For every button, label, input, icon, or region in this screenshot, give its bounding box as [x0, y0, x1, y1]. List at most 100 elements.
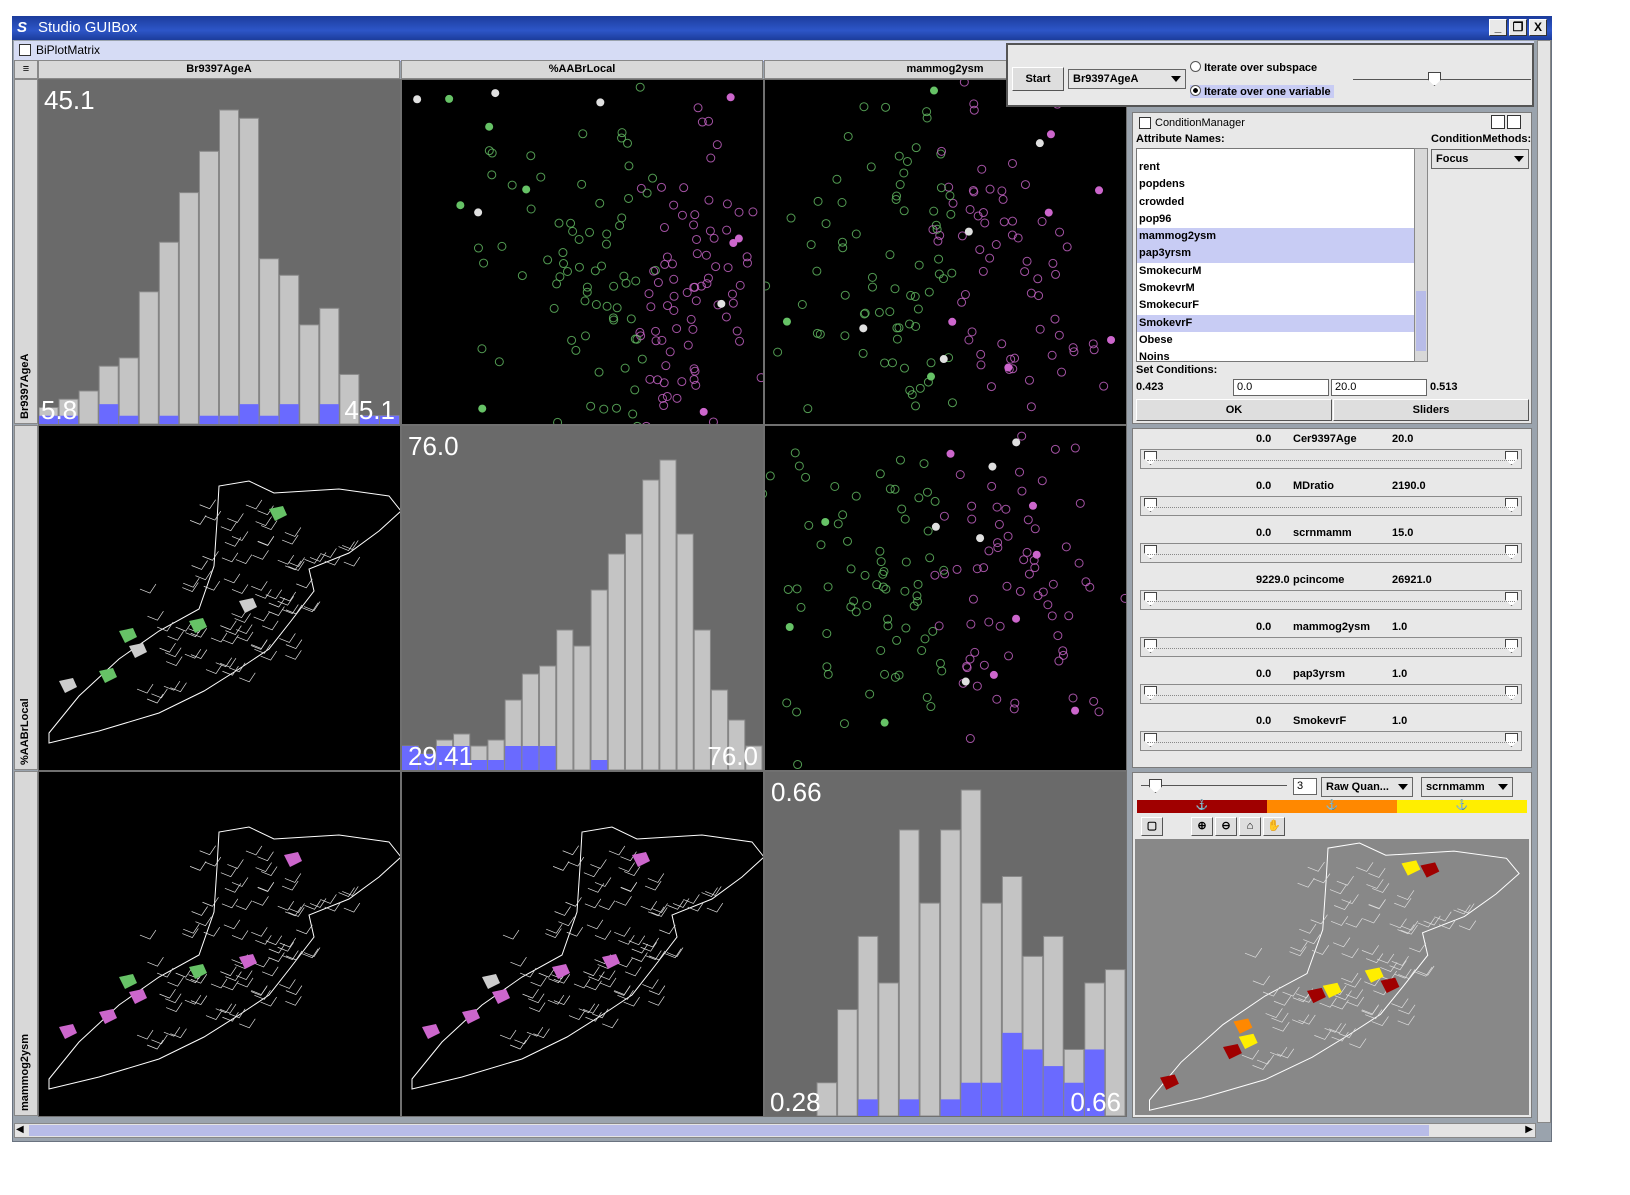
attribute-item[interactable]: pap3yrsm: [1137, 245, 1416, 263]
iterate-subspace-radio[interactable]: Iterate over subspace: [1190, 61, 1317, 74]
classes-slider-track[interactable]: [1141, 785, 1287, 786]
range-slider-scrnmamm[interactable]: 0.0 scrnmamm 15.0: [1138, 527, 1524, 573]
maximize-icon[interactable]: [1491, 115, 1505, 129]
county-border: [279, 591, 297, 602]
slider-low-thumb[interactable]: [1144, 639, 1157, 653]
histogram-cell-1[interactable]: 45.1 5.8 45.1: [38, 79, 401, 425]
scroll-left-icon[interactable]: ◀: [16, 1124, 24, 1135]
iterate-slider-thumb[interactable]: [1428, 72, 1441, 86]
highlighted-point: [1071, 706, 1080, 715]
matrix-menu-button[interactable]: ≡: [14, 60, 38, 79]
iterate-variable-select[interactable]: Br9397AgeA: [1068, 69, 1186, 89]
range-slider-SmokevrF[interactable]: 0.0 SmokevrF 1.0: [1138, 715, 1524, 761]
attribute-item[interactable]: SmokevrF: [1137, 314, 1416, 332]
slider-low-thumb[interactable]: [1144, 498, 1157, 512]
map-cell-3-1[interactable]: [38, 771, 401, 1117]
slider-high-thumb[interactable]: [1505, 686, 1518, 700]
data-point: [735, 280, 745, 290]
slider-track[interactable]: [1140, 449, 1522, 469]
histogram-cell-3[interactable]: 0.66 0.28 0.66: [764, 771, 1127, 1117]
scatter-cell-1-2[interactable]: [401, 79, 764, 425]
attribute-item[interactable]: SmokevrM: [1139, 282, 1195, 295]
slider-high-thumb[interactable]: [1505, 733, 1518, 747]
zoom-out-icon[interactable]: ⊖: [1215, 817, 1237, 836]
map-cell-2-1[interactable]: [38, 425, 401, 771]
slider-track[interactable]: [1140, 496, 1522, 516]
range-slider-pcincome[interactable]: 9229.0 pcincome 26921.0: [1138, 574, 1524, 620]
range-slider-pap3yrsm[interactable]: 0.0 pap3yrsm 1.0: [1138, 668, 1524, 714]
iterate-variable-radio[interactable]: Iterate over one variable: [1190, 85, 1334, 98]
range-slider-Cer9397Age[interactable]: 0.0 Cer9397Age 20.0: [1138, 433, 1524, 479]
restore-button[interactable]: ❐: [1509, 19, 1527, 36]
classification-method-select[interactable]: Raw Quan...: [1321, 777, 1413, 797]
col-header-2[interactable]: %AABrLocal: [401, 60, 763, 79]
map-cell-3-2[interactable]: [401, 771, 764, 1117]
slider-track[interactable]: [1140, 590, 1522, 610]
range-slider-MDratio[interactable]: 0.0 MDratio 2190.0: [1138, 480, 1524, 526]
row-header-3[interactable]: mammog2ysm: [14, 771, 38, 1116]
slider-low-thumb[interactable]: [1144, 592, 1157, 606]
attribute-scrollbar[interactable]: [1414, 148, 1428, 362]
county-border: [1361, 1005, 1379, 1016]
attribute-item[interactable]: SmokecurM: [1139, 264, 1202, 277]
condition-method-select[interactable]: Focus: [1431, 149, 1529, 169]
county-border: [1289, 946, 1307, 957]
h-scrollbar-thumb[interactable]: [29, 1125, 1429, 1136]
pan-hand-icon[interactable]: ✋: [1263, 817, 1285, 836]
col-header-1[interactable]: Br9397AgeA: [38, 60, 400, 79]
slider-high-thumb[interactable]: [1505, 545, 1518, 559]
attribute-item[interactable]: SmokecurF: [1139, 299, 1199, 312]
attribute-item[interactable]: popdens: [1139, 178, 1185, 191]
attribute-item[interactable]: Obese: [1139, 333, 1173, 346]
condition-input-high[interactable]: 20.0: [1331, 379, 1427, 396]
sliders-button[interactable]: Sliders: [1333, 399, 1529, 421]
slider-low-thumb[interactable]: [1144, 733, 1157, 747]
condition-input-low[interactable]: 0.0: [1233, 379, 1329, 396]
scatter-cell-1-3[interactable]: [764, 79, 1127, 425]
slider-high-thumb[interactable]: [1505, 498, 1518, 512]
choropleth-map[interactable]: [1135, 839, 1529, 1115]
horizontal-scrollbar[interactable]: ◀ ▶: [14, 1123, 1536, 1138]
data-point: [721, 312, 731, 322]
zoom-in-icon[interactable]: ⊕: [1191, 817, 1213, 836]
classes-slider-thumb[interactable]: [1149, 779, 1162, 793]
row-header-2[interactable]: %AABrLocal: [14, 425, 38, 770]
slider-low-thumb[interactable]: [1144, 545, 1157, 559]
ok-button[interactable]: OK: [1136, 399, 1332, 421]
slider-low-thumb[interactable]: [1144, 686, 1157, 700]
close-button[interactable]: X: [1529, 19, 1547, 36]
vertical-scrollbar[interactable]: [1537, 40, 1551, 1123]
attribute-item[interactable]: mammog2ysm: [1137, 228, 1416, 246]
start-button[interactable]: Start: [1012, 67, 1064, 91]
scrollbar-thumb[interactable]: [1416, 291, 1426, 351]
map-variable-select[interactable]: scrnmamm: [1421, 777, 1513, 797]
slider-low-thumb[interactable]: [1144, 451, 1157, 465]
slider-track[interactable]: [1140, 637, 1522, 657]
range-slider-mammog2ysm[interactable]: 0.0 mammog2ysm 1.0: [1138, 621, 1524, 667]
attribute-list[interactable]: rent popdens crowded pop96 mammog2ysm pap3yrs…: [1136, 148, 1417, 362]
highlighted-point: [717, 299, 726, 308]
select-tool-icon[interactable]: ▢: [1141, 817, 1163, 836]
legend-class-2[interactable]: ⚓: [1267, 800, 1397, 813]
row-header-1[interactable]: Br9397AgeA: [14, 79, 38, 424]
slider-high-thumb[interactable]: [1505, 451, 1518, 465]
attribute-item[interactable]: rent: [1139, 161, 1160, 173]
attribute-item[interactable]: pop96: [1139, 212, 1172, 225]
attribute-item[interactable]: crowded: [1139, 195, 1185, 208]
attribute-item[interactable]: Noins: [1139, 351, 1170, 362]
slider-track[interactable]: [1140, 684, 1522, 704]
slider-track[interactable]: [1140, 543, 1522, 563]
full-extent-icon[interactable]: ⌂: [1239, 817, 1261, 836]
slider-high-thumb[interactable]: [1505, 592, 1518, 606]
legend-class-3[interactable]: ⚓: [1397, 800, 1527, 813]
minimize-button[interactable]: _: [1489, 19, 1507, 36]
slider-high-thumb[interactable]: [1505, 639, 1518, 653]
legend-class-1[interactable]: ⚓: [1137, 800, 1267, 813]
close-icon[interactable]: [1507, 115, 1521, 129]
scroll-right-icon[interactable]: ▶: [1525, 1124, 1533, 1135]
iterate-slider-track[interactable]: [1353, 79, 1531, 80]
classes-count-input[interactable]: 3: [1293, 778, 1317, 795]
scatter-cell-2-3[interactable]: [764, 425, 1127, 771]
histogram-cell-2[interactable]: 76.0 29.41 76.0: [401, 425, 764, 771]
slider-track[interactable]: [1140, 731, 1522, 751]
